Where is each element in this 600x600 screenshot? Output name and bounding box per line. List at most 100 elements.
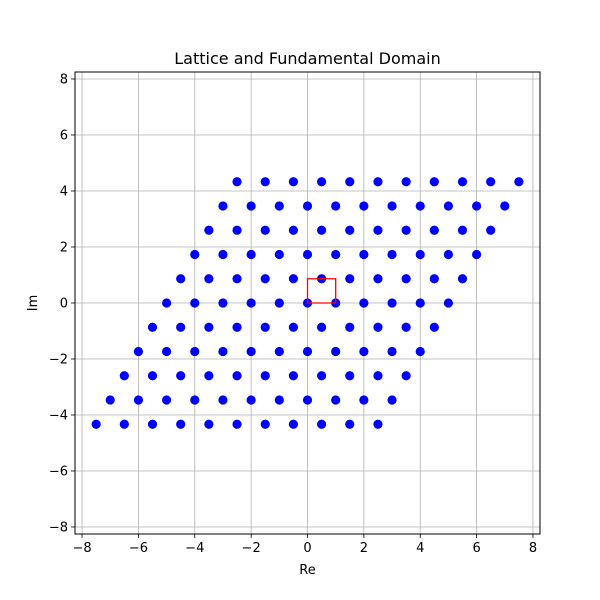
lattice-point (260, 177, 270, 187)
x-tick-label: −6 (129, 541, 148, 556)
lattice-point (204, 274, 214, 284)
lattice-point (274, 395, 284, 405)
lattice-point (176, 322, 186, 332)
lattice-point (316, 322, 327, 332)
lattice-point (486, 225, 496, 235)
y-axis-ticks: −8 −6 −4 −2 0 2 4 6 8 (49, 73, 75, 536)
lattice-point (246, 201, 256, 211)
lattice-point (457, 177, 468, 187)
lattice-point (457, 274, 468, 284)
lattice-point (204, 419, 214, 429)
lattice-point (161, 395, 172, 405)
x-tick-label: 0 (303, 541, 311, 556)
lattice-point (500, 201, 510, 211)
x-tick-label: 8 (529, 541, 537, 556)
lattice-point (161, 298, 172, 308)
lattice-point (119, 371, 129, 381)
lattice-point (387, 346, 397, 357)
lattice-point (415, 201, 425, 211)
lattice-point (204, 371, 214, 381)
lattice-point (316, 177, 327, 187)
lattice-point (133, 346, 144, 357)
lattice-point (387, 395, 397, 405)
lattice-point (415, 249, 425, 260)
lattice-point (415, 298, 425, 308)
y-tick-label: −4 (49, 409, 68, 424)
plot-area (74, 71, 541, 535)
lattice-point (260, 371, 270, 381)
lattice-point (274, 201, 284, 211)
lattice-point (161, 346, 172, 357)
lattice-point (316, 371, 327, 381)
lattice-point (147, 322, 158, 332)
lattice-point (232, 177, 242, 187)
y-tick-label: 2 (60, 241, 68, 256)
lattice-point (246, 395, 256, 405)
lattice-point (443, 298, 454, 308)
lattice-point (359, 395, 369, 405)
x-tick-label: 4 (416, 541, 424, 556)
lattice-point (302, 346, 313, 357)
lattice-point (218, 201, 228, 211)
lattice-point (429, 177, 439, 187)
x-tick-label: −2 (242, 541, 261, 556)
lattice-point (401, 225, 411, 235)
lattice-point (401, 322, 411, 332)
lattice-point (260, 274, 270, 284)
lattice-point (387, 201, 397, 211)
lattice-point (373, 371, 383, 381)
lattice-point (331, 201, 341, 211)
lattice-point (443, 201, 454, 211)
lattice-point (91, 419, 101, 429)
lattice-point (331, 395, 341, 405)
lattice-point (486, 177, 496, 187)
lattice-point (246, 249, 256, 260)
lattice-point (288, 274, 299, 284)
lattice-point (232, 371, 242, 381)
lattice-point (359, 249, 369, 260)
x-axis-label: Re (299, 563, 315, 578)
lattice-point (387, 298, 397, 308)
lattice-point (443, 249, 454, 260)
y-tick-label: 8 (60, 73, 68, 88)
lattice-point (232, 419, 242, 429)
lattice-point (190, 249, 200, 260)
lattice-point (260, 322, 270, 332)
lattice-point (176, 371, 186, 381)
lattice-point (331, 346, 341, 357)
lattice-point (471, 201, 482, 211)
fundamental-domain (306, 278, 337, 304)
lattice-point (302, 395, 313, 405)
lattice-point (218, 395, 228, 405)
lattice-point (274, 249, 284, 260)
lattice-point (345, 274, 355, 284)
y-tick-label: −2 (49, 353, 68, 368)
lattice-point (401, 371, 411, 381)
lattice-point (345, 371, 355, 381)
lattice-point (204, 322, 214, 332)
lattice-point (302, 201, 313, 211)
lattice-point (288, 371, 299, 381)
lattice-point (331, 249, 341, 260)
lattice-point (316, 419, 327, 429)
lattice-point (359, 201, 369, 211)
lattice-point (429, 322, 439, 332)
lattice-point (260, 225, 270, 235)
lattice-point (359, 346, 369, 357)
lattice-point (471, 249, 482, 260)
y-tick-label: 6 (60, 129, 68, 144)
lattice-point (176, 419, 186, 429)
lattice-point (246, 346, 256, 357)
lattice-point (232, 274, 242, 284)
lattice-point (373, 419, 383, 429)
lattice-point (415, 346, 425, 357)
lattice-point (147, 419, 158, 429)
lattice-point (232, 225, 242, 235)
lattice-point (190, 346, 200, 357)
lattice-point (429, 225, 439, 235)
y-tick-label: −6 (49, 465, 68, 480)
lattice-point (274, 346, 284, 357)
lattice-point (345, 225, 355, 235)
lattice-point (133, 395, 144, 405)
